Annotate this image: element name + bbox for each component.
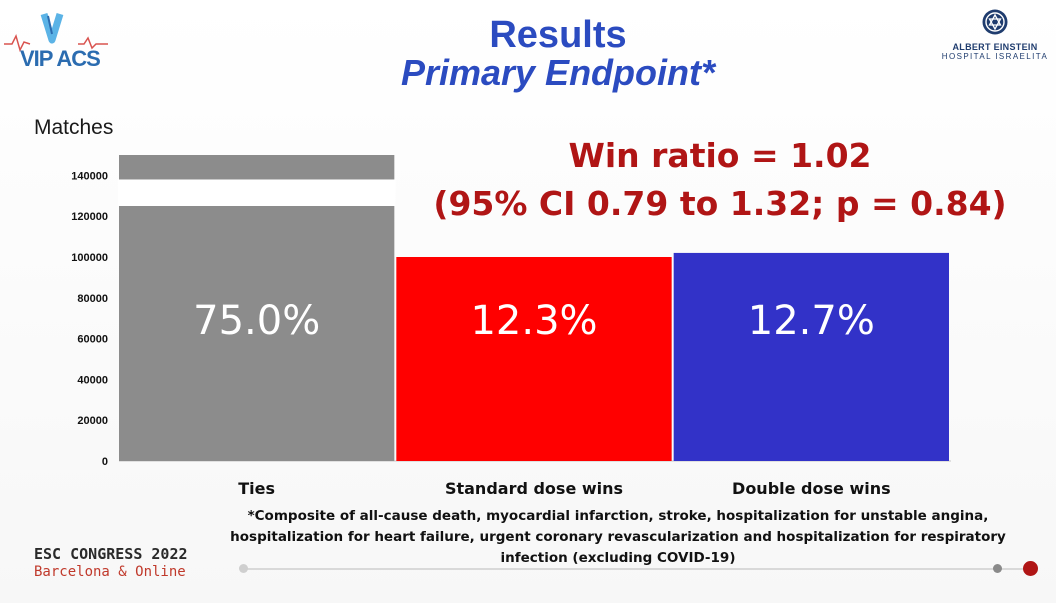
data-label-3: 12.7% — [748, 298, 875, 344]
y-tick-label: 40000 — [77, 374, 108, 386]
y-tick-label: 60000 — [77, 334, 108, 346]
x-tick-label-1: Ties — [238, 479, 275, 498]
einstein-emblem-icon — [982, 9, 1008, 35]
albert-einstein-logo: ALBERT EINSTEIN HOSPITAL ISRAELITA — [940, 8, 1050, 64]
y-axis-title: Matches — [34, 116, 114, 139]
slide-progress-track — [242, 568, 1032, 570]
footnote: *Composite of all-cause death, myocardia… — [230, 508, 1006, 566]
confidence-interval-text: (95% CI 0.79 to 1.32; p = 0.84) — [433, 184, 1007, 223]
x-tick-label-3: Double dose wins — [732, 479, 891, 498]
data-label-1: 75.0% — [193, 298, 320, 344]
axis-break-gap — [118, 179, 396, 206]
y-tick-label: 100000 — [71, 252, 108, 264]
page-subtitle: Primary Endpoint* — [400, 52, 716, 93]
vip-acs-logo — [4, 4, 108, 76]
vip-acs-logo-graphic — [4, 12, 108, 53]
congress-location: Barcelona & Online — [34, 564, 186, 580]
albert-einstein-name: ALBERT EINSTEIN — [952, 42, 1038, 52]
progress-mid-dot — [993, 564, 1002, 573]
bar-3 — [673, 252, 949, 461]
y-tick-label: 0 — [102, 456, 108, 468]
win-ratio-text: Win ratio = 1.02 — [568, 136, 872, 175]
progress-start-dot — [239, 564, 248, 573]
bar-chart: 0 20000 40000 60000 80000 100000 120000 140000 7… — [71, 155, 951, 498]
progress-current-dot — [1023, 561, 1038, 576]
bar-2 — [396, 257, 672, 461]
page-title: Results — [489, 14, 627, 56]
y-tick-label: 120000 — [71, 211, 108, 223]
congress-branding: ESC CONGRESS 2022 Barcelona & Online — [34, 545, 188, 580]
x-tick-label-2: Standard dose wins — [445, 479, 623, 498]
y-tick-label: 80000 — [77, 293, 108, 305]
y-tick-label: 140000 — [71, 170, 108, 182]
y-tick-label: 20000 — [77, 415, 108, 427]
data-label-2: 12.3% — [470, 298, 597, 344]
congress-title: ESC CONGRESS 2022 — [34, 545, 188, 563]
albert-einstein-subtitle: HOSPITAL ISRAELITA — [941, 52, 1049, 61]
